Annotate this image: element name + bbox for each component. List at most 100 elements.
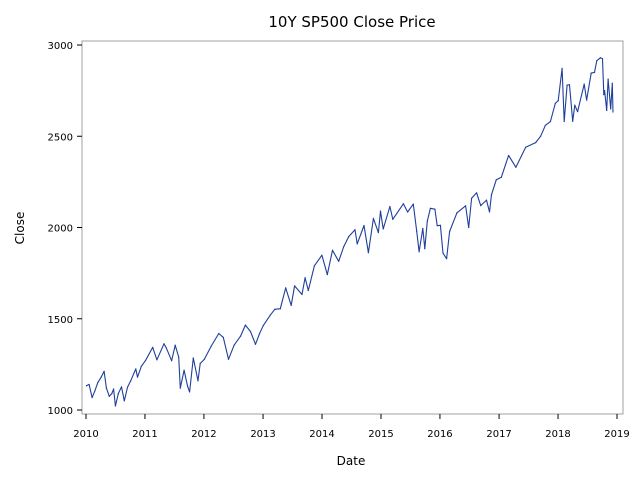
data-point [244,324,247,326]
data-point [262,325,264,327]
data-point [135,368,137,370]
data-point [434,208,436,210]
data-point [534,142,537,144]
data-point [599,57,601,59]
data-point [544,124,547,126]
data-point [97,382,99,384]
data-point [402,203,405,205]
data-point [103,370,105,372]
data-point [126,386,129,388]
y-tick-label: 2000 [48,224,73,235]
data-point [412,203,414,205]
data-point [188,391,191,393]
data-point [590,72,592,74]
x-tick-label: 2016 [427,429,452,440]
data-point [601,58,604,60]
data-point [607,78,609,80]
data-point [363,224,365,227]
data-point [233,344,235,346]
data-point [321,254,323,256]
data-point [574,104,576,106]
data-point [606,109,608,112]
data-point [222,336,224,338]
data-point [554,102,556,104]
data-point [586,99,588,101]
data-point [348,236,350,238]
data-point [456,212,458,214]
data-point [561,67,563,69]
x-tick-label: 2013 [250,429,275,440]
data-point [307,289,309,292]
data-point [429,207,432,209]
x-axis: 2010 2011 2012 2013 2014 2015 2016 2017 2018 2019 [73,414,630,440]
data-point [356,243,358,245]
data-point [218,332,220,335]
data-point [114,405,117,407]
data-point [210,345,212,347]
data-point [111,392,113,395]
data-point [203,358,205,361]
data-point [326,273,328,276]
data-point [130,380,132,382]
data-point [179,387,181,389]
data-point [439,224,442,226]
data-point [382,228,384,230]
data-point [471,197,473,199]
data-point [603,90,606,92]
x-axis-label: Date [337,454,366,468]
y-axis: 1000 1500 2000 2500 3000 [48,41,82,417]
data-point [301,293,303,296]
data-point [596,60,598,62]
data-point [239,335,242,337]
data-point [279,308,281,310]
data-point [436,225,438,227]
data-point [495,179,497,181]
data-point [254,343,257,345]
plot-area [81,40,624,415]
data-point [422,227,424,230]
data-point [304,277,306,279]
data-point [416,230,418,232]
y-tick-label: 1000 [48,406,73,417]
data-point [183,369,185,371]
data-point [572,120,574,122]
data-point [490,194,493,196]
data-point [442,252,444,254]
data-point [285,287,287,289]
data-point [488,211,491,213]
data-point [227,358,230,360]
data-point [525,146,527,148]
chart-title: 10Y SP500 Close Price [268,13,435,31]
data-point [91,396,93,399]
x-tick-label: 2019 [604,429,629,440]
data-point [424,248,426,250]
data-point [105,387,107,389]
data-point [269,314,271,316]
data-point [576,111,579,113]
data-point [100,376,102,378]
data-point [612,111,614,113]
x-tick-label: 2010 [73,429,98,440]
data-point [117,392,119,395]
data-point [500,176,502,178]
data-point [313,265,316,267]
data-point [480,205,482,207]
data-point [407,211,409,213]
data-point [593,71,596,73]
data-point [197,380,199,382]
data-point [140,365,143,367]
data-point [566,84,568,86]
x-tick-label: 2011 [132,429,157,440]
data-point [508,154,510,157]
data-point [449,230,451,233]
x-tick-label: 2014 [309,429,334,440]
data-point [199,362,201,365]
x-tick-label: 2018 [545,429,570,440]
data-point [120,386,123,388]
data-point [367,252,369,254]
data-point [426,220,428,222]
data-point [583,83,585,85]
y-tick-label: 1500 [48,315,73,326]
data-point [611,82,613,84]
data-point [445,258,448,260]
